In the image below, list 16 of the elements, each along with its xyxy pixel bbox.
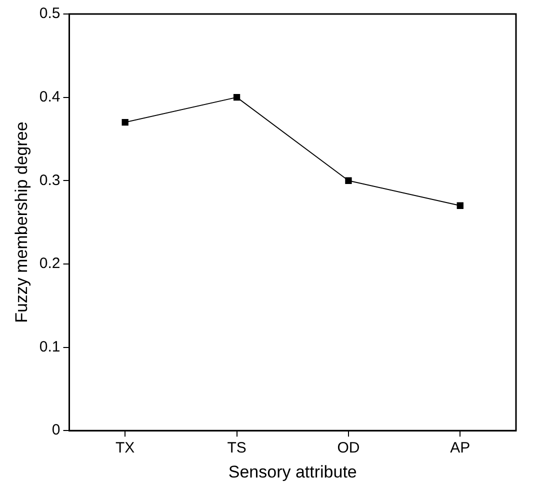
x-axis-title: Sensory attribute <box>228 462 357 482</box>
point <box>345 177 352 184</box>
x-tick-label: TS <box>227 440 246 457</box>
y-tick-label: 0.1 <box>39 338 60 356</box>
point <box>233 94 240 101</box>
y-tick-label: 0.4 <box>39 88 60 106</box>
point <box>122 118 128 126</box>
y-tick-label: 0.3 <box>39 172 60 189</box>
point <box>456 202 464 209</box>
x-tick-label: AP <box>450 440 470 457</box>
y-tick-label: 0.2 <box>39 255 60 272</box>
y-axis-title: Fuzzy membership degree <box>12 122 31 323</box>
y-tick-label: 0 <box>52 422 60 439</box>
y-tick-label: 0.5 <box>39 5 60 22</box>
x-tick-label: TX <box>116 440 135 457</box>
x-tick-label: OD <box>337 440 360 457</box>
